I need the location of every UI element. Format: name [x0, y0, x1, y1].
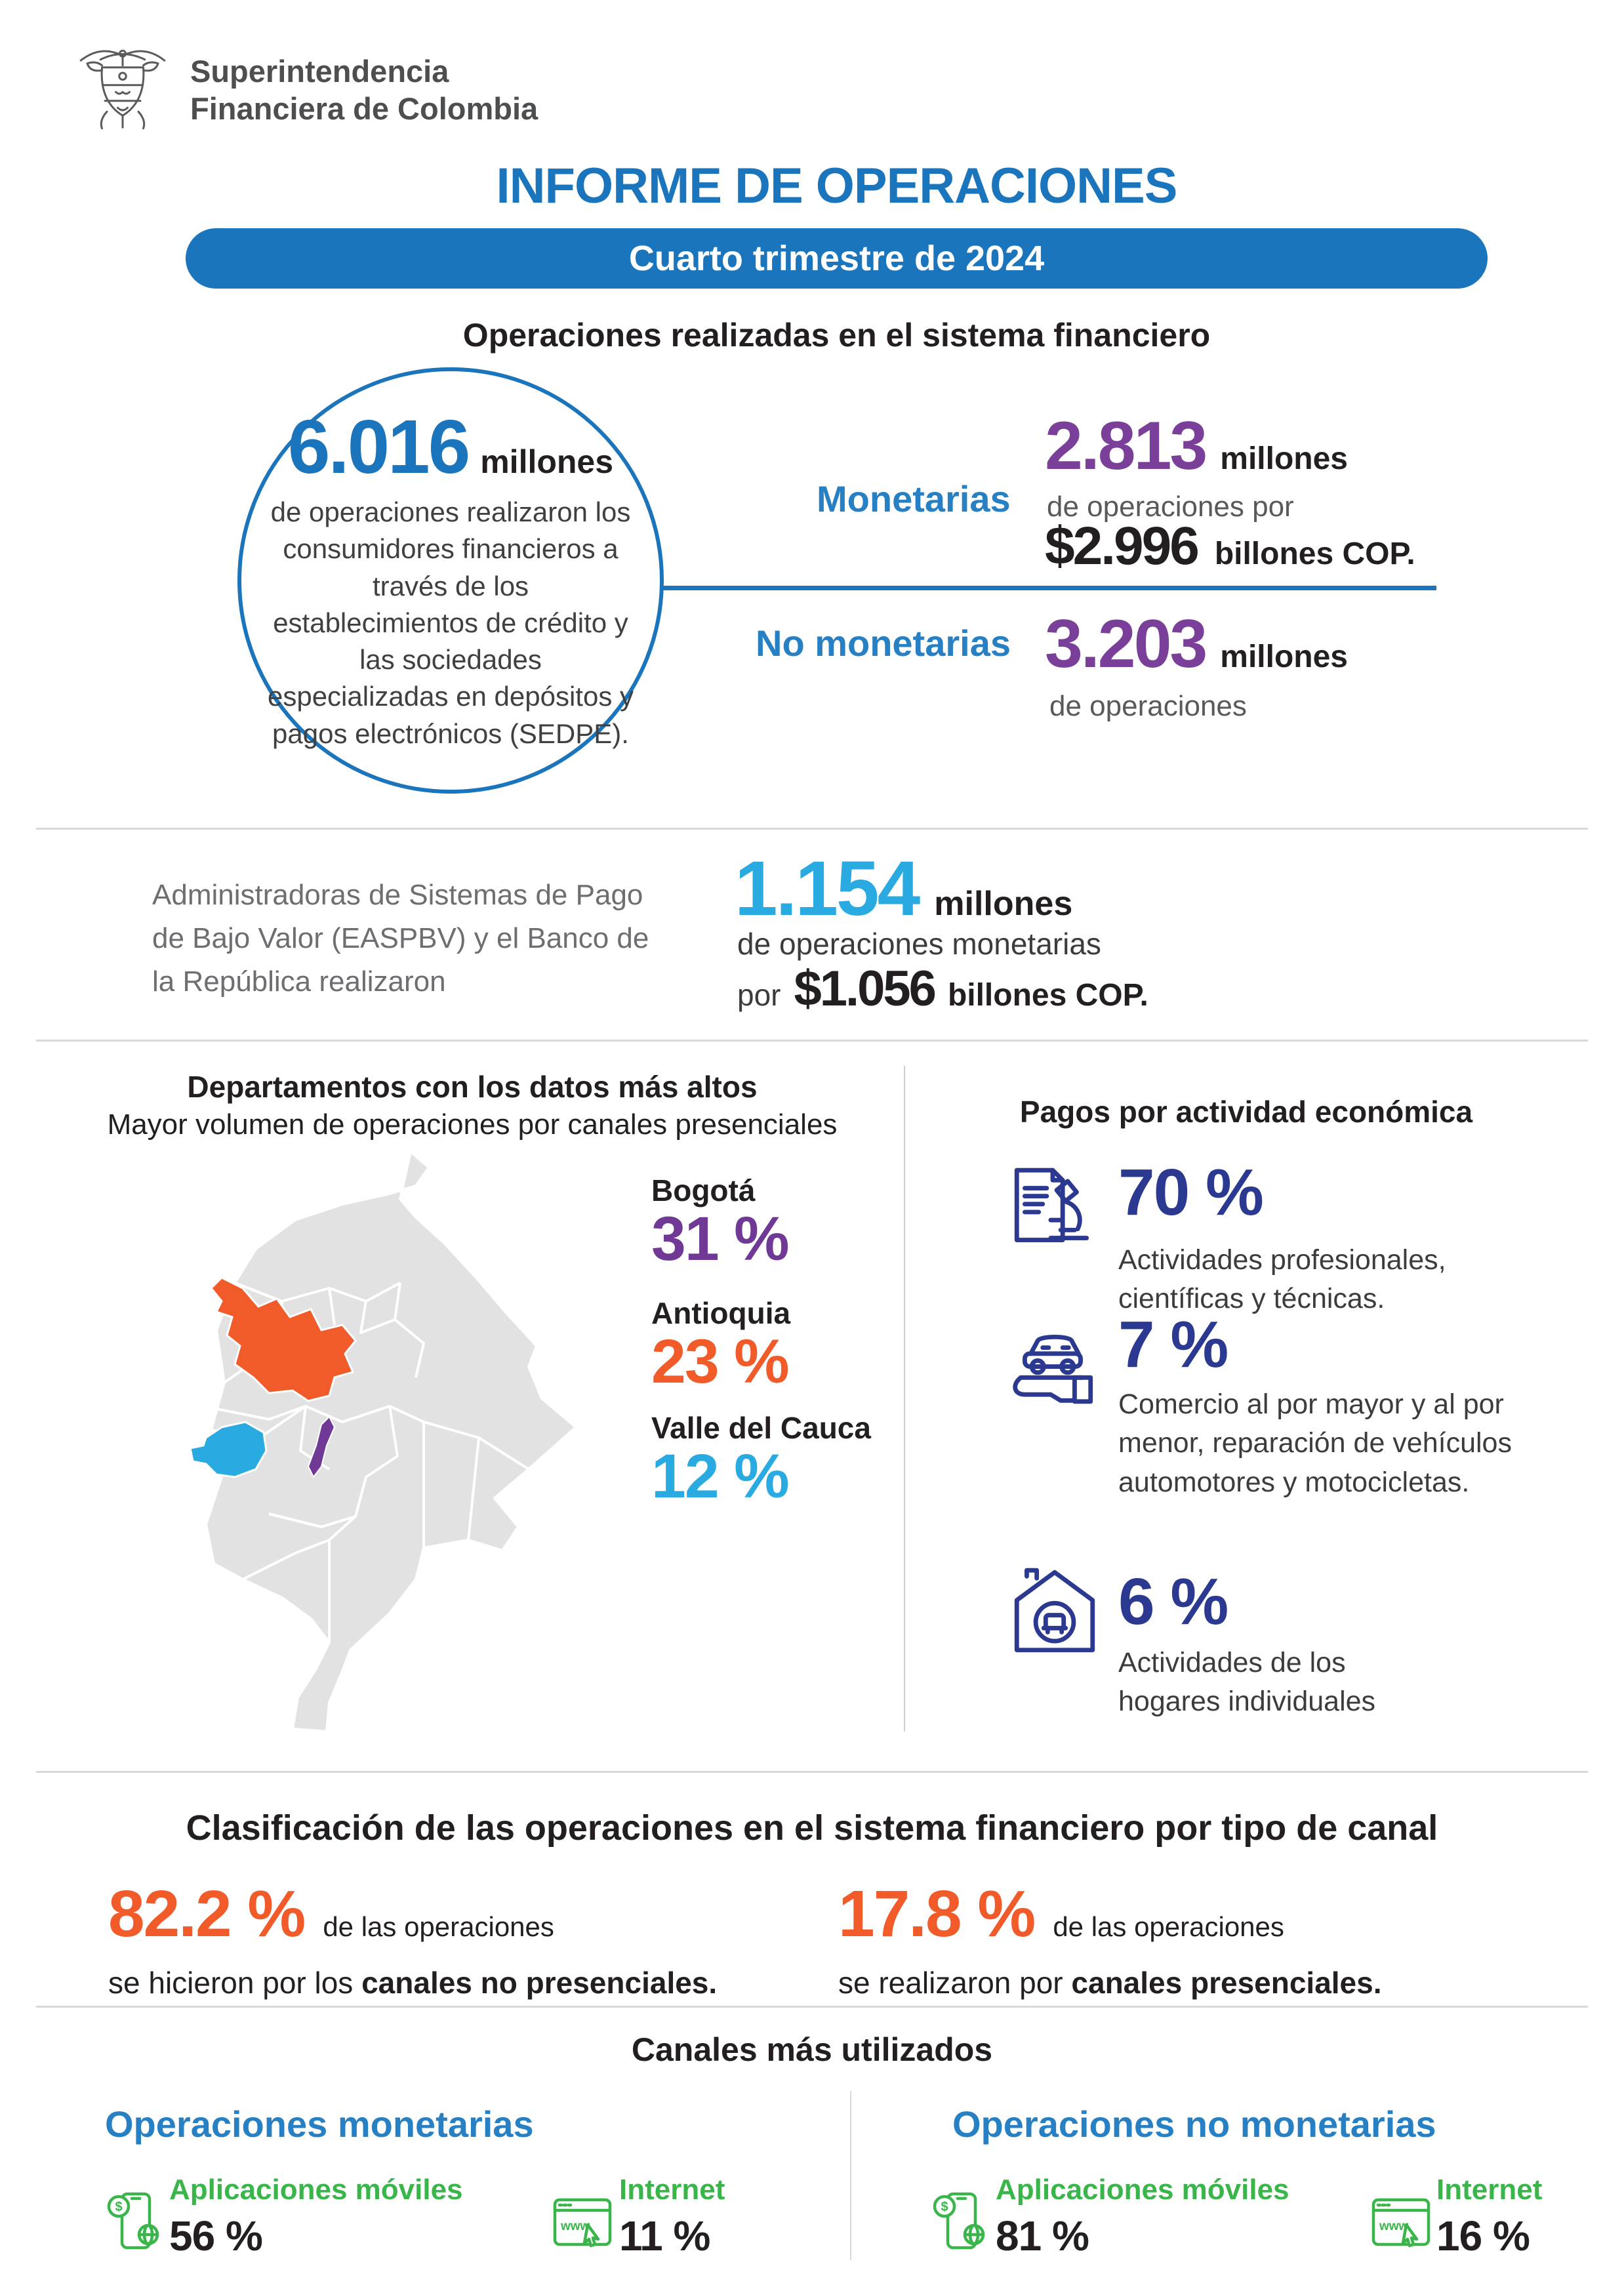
coat-of-arms-icon — [73, 33, 172, 144]
total-operations-unit: millones — [480, 443, 614, 481]
channels-heading: Canales más utilizados — [631, 2031, 993, 2068]
presential-suffix: de las operaciones — [1053, 1911, 1284, 1942]
org-name-line1: Superintendencia — [190, 54, 449, 89]
channel-label-internet-monetary: Internet — [619, 2174, 725, 2206]
channel-label-internet-non-monetary: Internet — [1436, 2174, 1543, 2206]
channel-label-mobile-monetary: Aplicaciones móviles — [169, 2174, 463, 2206]
payment-desc-commerce: Comercio al por mayor y al por menor, re… — [1118, 1389, 1512, 1498]
classification-heading: Clasificación de las operaciones en el s… — [186, 1808, 1438, 1848]
easpbv-amount-row: por $1.056 billones COP. — [737, 964, 1148, 1014]
monetary-amount-unit: billones COP. — [1214, 537, 1415, 571]
dept-name-valle: Valle del Cauca — [651, 1411, 871, 1445]
non-monetary-value-row: 3.203 millones — [1045, 610, 1348, 678]
divider-classification — [36, 1771, 1588, 1773]
svg-text:www: www — [1379, 2220, 1409, 2233]
channels-monetary-title: Operaciones monetarias — [105, 2103, 534, 2145]
org-name-line2: Financiera de Colombia — [190, 91, 538, 127]
monetary-split-line — [662, 586, 1436, 590]
non-presential-line2: se hicieron por los canales no presencia… — [108, 1965, 717, 2000]
divider-channels — [36, 2006, 1588, 2008]
colombia-map — [85, 1146, 610, 1730]
payment-value-households: 6 % — [1118, 1565, 1228, 1638]
vertical-divider-channels — [850, 2091, 851, 2260]
channel-value-internet-non-monetary: 16 % — [1436, 2212, 1530, 2260]
page-title: INFORME DE OPERACIONES — [496, 158, 1178, 214]
monetary-unit: millones — [1220, 441, 1348, 476]
total-operations-desc: de operaciones realizaron los consumidor… — [267, 497, 634, 749]
non-presential-line2-prefix: se hicieron por los — [108, 1966, 362, 2000]
monetary-desc: de operaciones por — [1047, 491, 1294, 523]
subtitle-pill-label: Cuarto trimestre de 2024 — [628, 239, 1045, 278]
non-monetary-label: No monetarias — [756, 622, 1011, 664]
payments-heading: Pagos por actividad económica — [1019, 1095, 1473, 1129]
divider-bottom-easpbv — [36, 1040, 1588, 1042]
monetary-amount-row: $2.996 billones COP. — [1045, 519, 1415, 573]
departments-heading: Departamentos con los datos más altos — [187, 1070, 758, 1104]
easpbv-line2: de operaciones monetarias — [737, 927, 1101, 961]
total-operations-value: 6.016 — [287, 404, 470, 490]
dept-value-antioquia: 23 % — [651, 1327, 790, 1396]
dept-name-bogota: Bogotá — [651, 1173, 756, 1207]
map-region-bogota — [307, 1415, 336, 1478]
easpbv-text: Administradoras de Sistemas de Pago de B… — [152, 879, 649, 998]
classification-left-row: 82.2 % de las operaciones — [108, 1881, 554, 1947]
research-document-icon — [1005, 1162, 1105, 1262]
channel-value-mobile-non-monetary: 81 % — [996, 2212, 1089, 2260]
monetary-amount: $2.996 — [1045, 516, 1200, 576]
non-monetary-value: 3.203 — [1045, 606, 1208, 682]
easpbv-value: 1.154 — [735, 845, 920, 932]
monetary-label: Monetarias — [817, 478, 1011, 519]
payment-value-commerce: 7 % — [1118, 1308, 1228, 1381]
svg-text:$: $ — [115, 2200, 122, 2214]
departments-subheading: Mayor volumen de operaciones por canales… — [107, 1108, 838, 1141]
svg-text:www: www — [560, 2220, 590, 2233]
dept-value-bogota: 31 % — [651, 1204, 790, 1274]
map-region-antioquia — [209, 1276, 357, 1402]
presential-line2-bold: canales presenciales. — [1071, 1966, 1382, 2000]
divider-top-easpbv — [36, 828, 1588, 830]
internet-icon: www — [1368, 2185, 1434, 2263]
svg-text:$: $ — [941, 2200, 948, 2214]
internet-icon: www — [550, 2185, 615, 2263]
car-hand-icon — [1005, 1312, 1105, 1411]
payment-desc-professional: Actividades profesionales, científicas y… — [1118, 1244, 1446, 1315]
channel-label-mobile-non-monetary: Aplicaciones móviles — [996, 2174, 1289, 2206]
vertical-divider-map — [904, 1066, 905, 1732]
presential-line2-prefix: se realizaron por — [838, 1966, 1072, 2000]
channel-value-mobile-monetary: 56 % — [169, 2212, 263, 2260]
payment-value-professional: 70 % — [1118, 1156, 1264, 1229]
presential-line2: se realizaron por canales presenciales. — [838, 1965, 1382, 2000]
classification-right-row: 17.8 % de las operaciones — [838, 1881, 1284, 1947]
org-name: Superintendencia Financiera de Colombia — [190, 52, 538, 128]
monetary-value: 2.813 — [1045, 408, 1208, 484]
easpbv-amount-prefix: por — [737, 978, 781, 1012]
easpbv-amount: $1.056 — [794, 961, 936, 1017]
map-region-valle-del-cauca — [189, 1421, 268, 1478]
non-presential-value: 82.2 % — [108, 1877, 306, 1951]
dept-value-valle: 12 % — [651, 1442, 790, 1511]
mobile-app-icon: $ — [928, 2183, 994, 2260]
non-monetary-unit: millones — [1220, 639, 1348, 674]
channel-value-internet-monetary: 11 % — [619, 2212, 710, 2260]
non-presential-line2-bold: canales no presenciales. — [361, 1966, 718, 2000]
dept-name-antioquia: Antioquia — [651, 1296, 791, 1330]
easpbv-amount-unit: billones COP. — [947, 978, 1148, 1013]
subtitle-pill: Cuarto trimestre de 2024 — [186, 228, 1488, 289]
payment-desc-households: Actividades de los hogares individuales — [1118, 1647, 1376, 1718]
presential-value: 17.8 % — [838, 1877, 1036, 1951]
operations-heading: Operaciones realizadas en el sistema fin… — [462, 317, 1211, 354]
total-operations-circle: 6.016 millones de operaciones realizaron… — [237, 367, 664, 794]
channels-non-monetary-title: Operaciones no monetarias — [952, 2103, 1436, 2145]
non-presential-suffix: de las operaciones — [323, 1911, 554, 1942]
monetary-value-row: 2.813 millones — [1045, 412, 1348, 480]
mobile-app-icon: $ — [102, 2183, 168, 2260]
easpbv-value-row: 1.154 millones — [735, 850, 1072, 927]
non-monetary-desc: de operaciones — [1049, 690, 1247, 722]
house-icon — [1005, 1562, 1105, 1662]
easpbv-unit: millones — [934, 885, 1073, 923]
